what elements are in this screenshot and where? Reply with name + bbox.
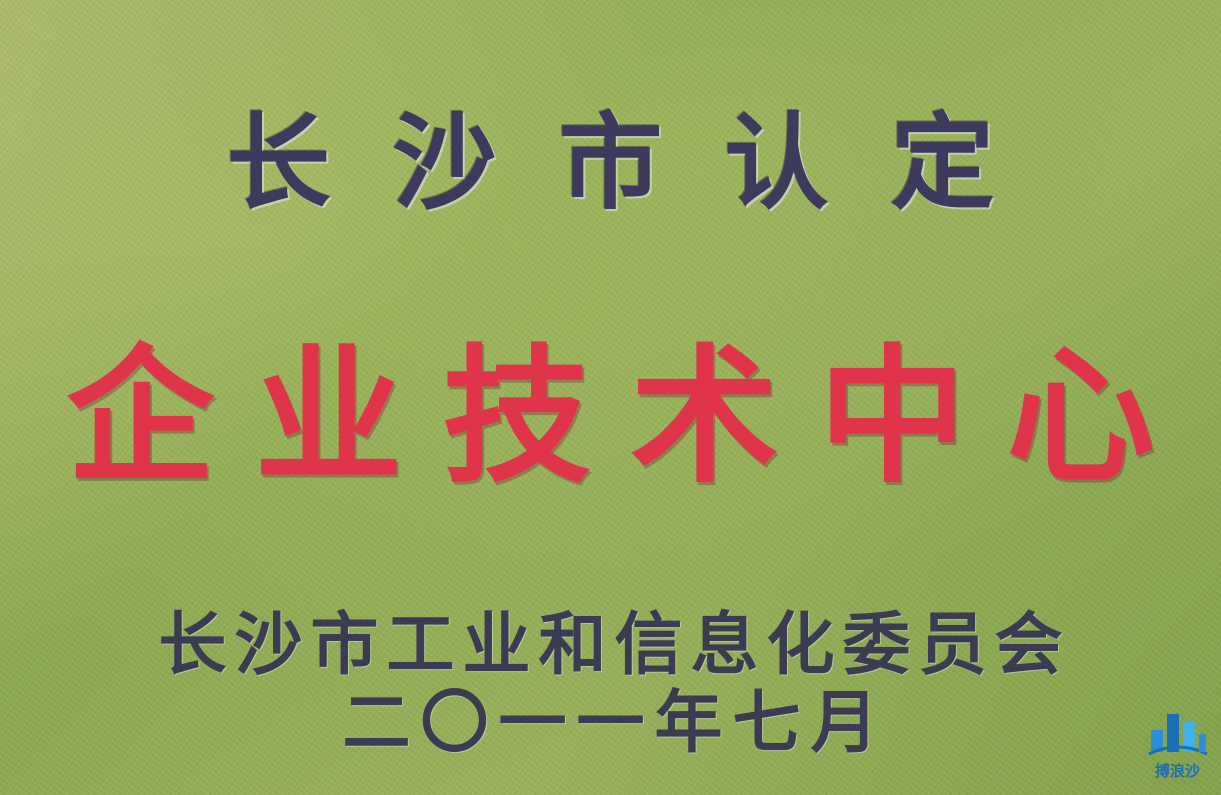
plaque-heading: 长沙市认定	[226, 100, 1057, 224]
plaque-date: 二〇一一年七月	[342, 682, 889, 763]
watermark-text: 搏浪沙	[1154, 762, 1200, 780]
building-logo-icon	[1147, 714, 1208, 756]
watermark-logo: 搏浪沙	[1140, 700, 1215, 790]
plaque-title: 企业技术中心	[66, 328, 1195, 503]
plaque-issuer: 长沙市工业和信息化委员会	[158, 604, 1071, 685]
